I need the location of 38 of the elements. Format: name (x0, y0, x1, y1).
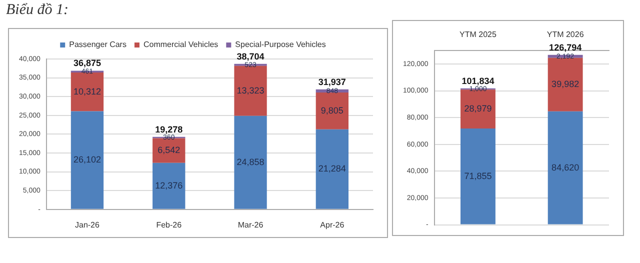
bar (234, 66, 267, 116)
data-label: 12,376 (155, 180, 183, 190)
bar (460, 128, 496, 224)
bar (152, 162, 186, 209)
data-label: 9,805 (320, 105, 344, 116)
legend-label: Commercial Vehicles (143, 40, 218, 50)
data-label: 21,284 (318, 164, 346, 174)
data-label: 24,858 (236, 156, 264, 167)
data-label: 39,982 (552, 79, 580, 90)
legend-label: Special-Purpose Vehicles (235, 40, 326, 50)
x-tick-label: YTM 2025 (460, 30, 497, 40)
total-label: 126,794 (549, 42, 582, 52)
bar (70, 111, 104, 209)
data-label: 71,855 (464, 170, 492, 181)
bar (316, 92, 349, 130)
total-label: 19,278 (155, 124, 183, 134)
data-label: 26,102 (73, 154, 101, 165)
x-tick-label: Jan-26 (75, 220, 100, 230)
x-tick-label: Feb-26 (156, 220, 182, 230)
total-label: 31,937 (318, 76, 346, 87)
data-label: 6,542 (158, 145, 180, 156)
data-label: 84,620 (552, 162, 580, 172)
data-label: 10,312 (73, 86, 101, 96)
total-label: 36,875 (73, 58, 101, 68)
x-tick-label: Mar-26 (238, 220, 264, 230)
bar (316, 129, 349, 209)
bar (70, 72, 104, 112)
bar (234, 116, 267, 209)
legend-label: Passenger Cars (69, 40, 126, 50)
data-label: 13,323 (236, 85, 264, 96)
x-tick-label: Apr-26 (320, 220, 345, 230)
total-label: 101,834 (462, 76, 494, 86)
data-label: 28,979 (464, 104, 492, 114)
chart-title: Biểu đồ 1: (6, 2, 68, 19)
bar (548, 111, 583, 224)
total-label: 38,704 (236, 51, 264, 62)
bar (548, 58, 583, 112)
x-tick-label: YTM 2026 (546, 30, 584, 40)
